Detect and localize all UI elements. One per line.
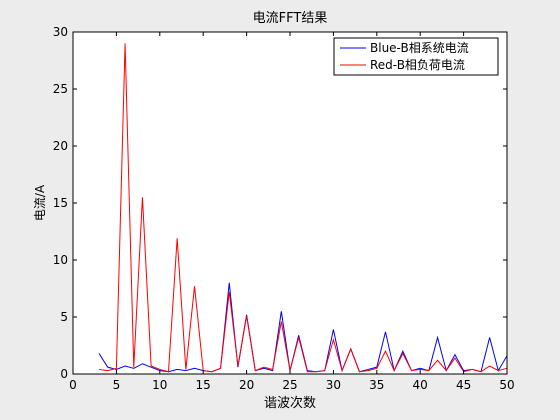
x-axis-label: 谐波次数 [264, 395, 316, 411]
y-tick-label: 0 [60, 367, 68, 381]
series-line-red [98, 43, 508, 373]
x-tick-label: 45 [456, 378, 471, 392]
x-tick-label: 0 [69, 378, 77, 392]
plot-area [73, 32, 507, 374]
legend: Blue-B相系统电流 Red-B相负荷电流 [333, 37, 499, 76]
x-tick-label: 30 [326, 378, 341, 392]
y-tick-label: 10 [53, 253, 68, 267]
y-tick-label: 15 [53, 196, 68, 210]
legend-label-blue: Blue-B相系统电流 [370, 41, 469, 55]
y-axis-label: 电流/A [33, 184, 47, 221]
x-tick-label: 15 [196, 378, 211, 392]
y-tick-label: 25 [53, 82, 68, 96]
x-tick-label: 35 [369, 378, 384, 392]
x-tick-label: 20 [239, 378, 254, 392]
x-tick-label: 50 [499, 378, 514, 392]
x-tick-label: 40 [413, 378, 428, 392]
legend-box [333, 37, 499, 76]
x-tick-label: 10 [152, 378, 167, 392]
y-tick-label: 30 [53, 25, 68, 39]
y-tick-label: 5 [60, 310, 68, 324]
x-tick-label: 5 [113, 378, 121, 392]
x-tick-label: 25 [282, 378, 297, 392]
legend-label-red: Red-B相负荷电流 [370, 58, 465, 72]
y-tick-label: 20 [53, 139, 68, 153]
chart-title: 电流FFT结果 [253, 11, 328, 26]
